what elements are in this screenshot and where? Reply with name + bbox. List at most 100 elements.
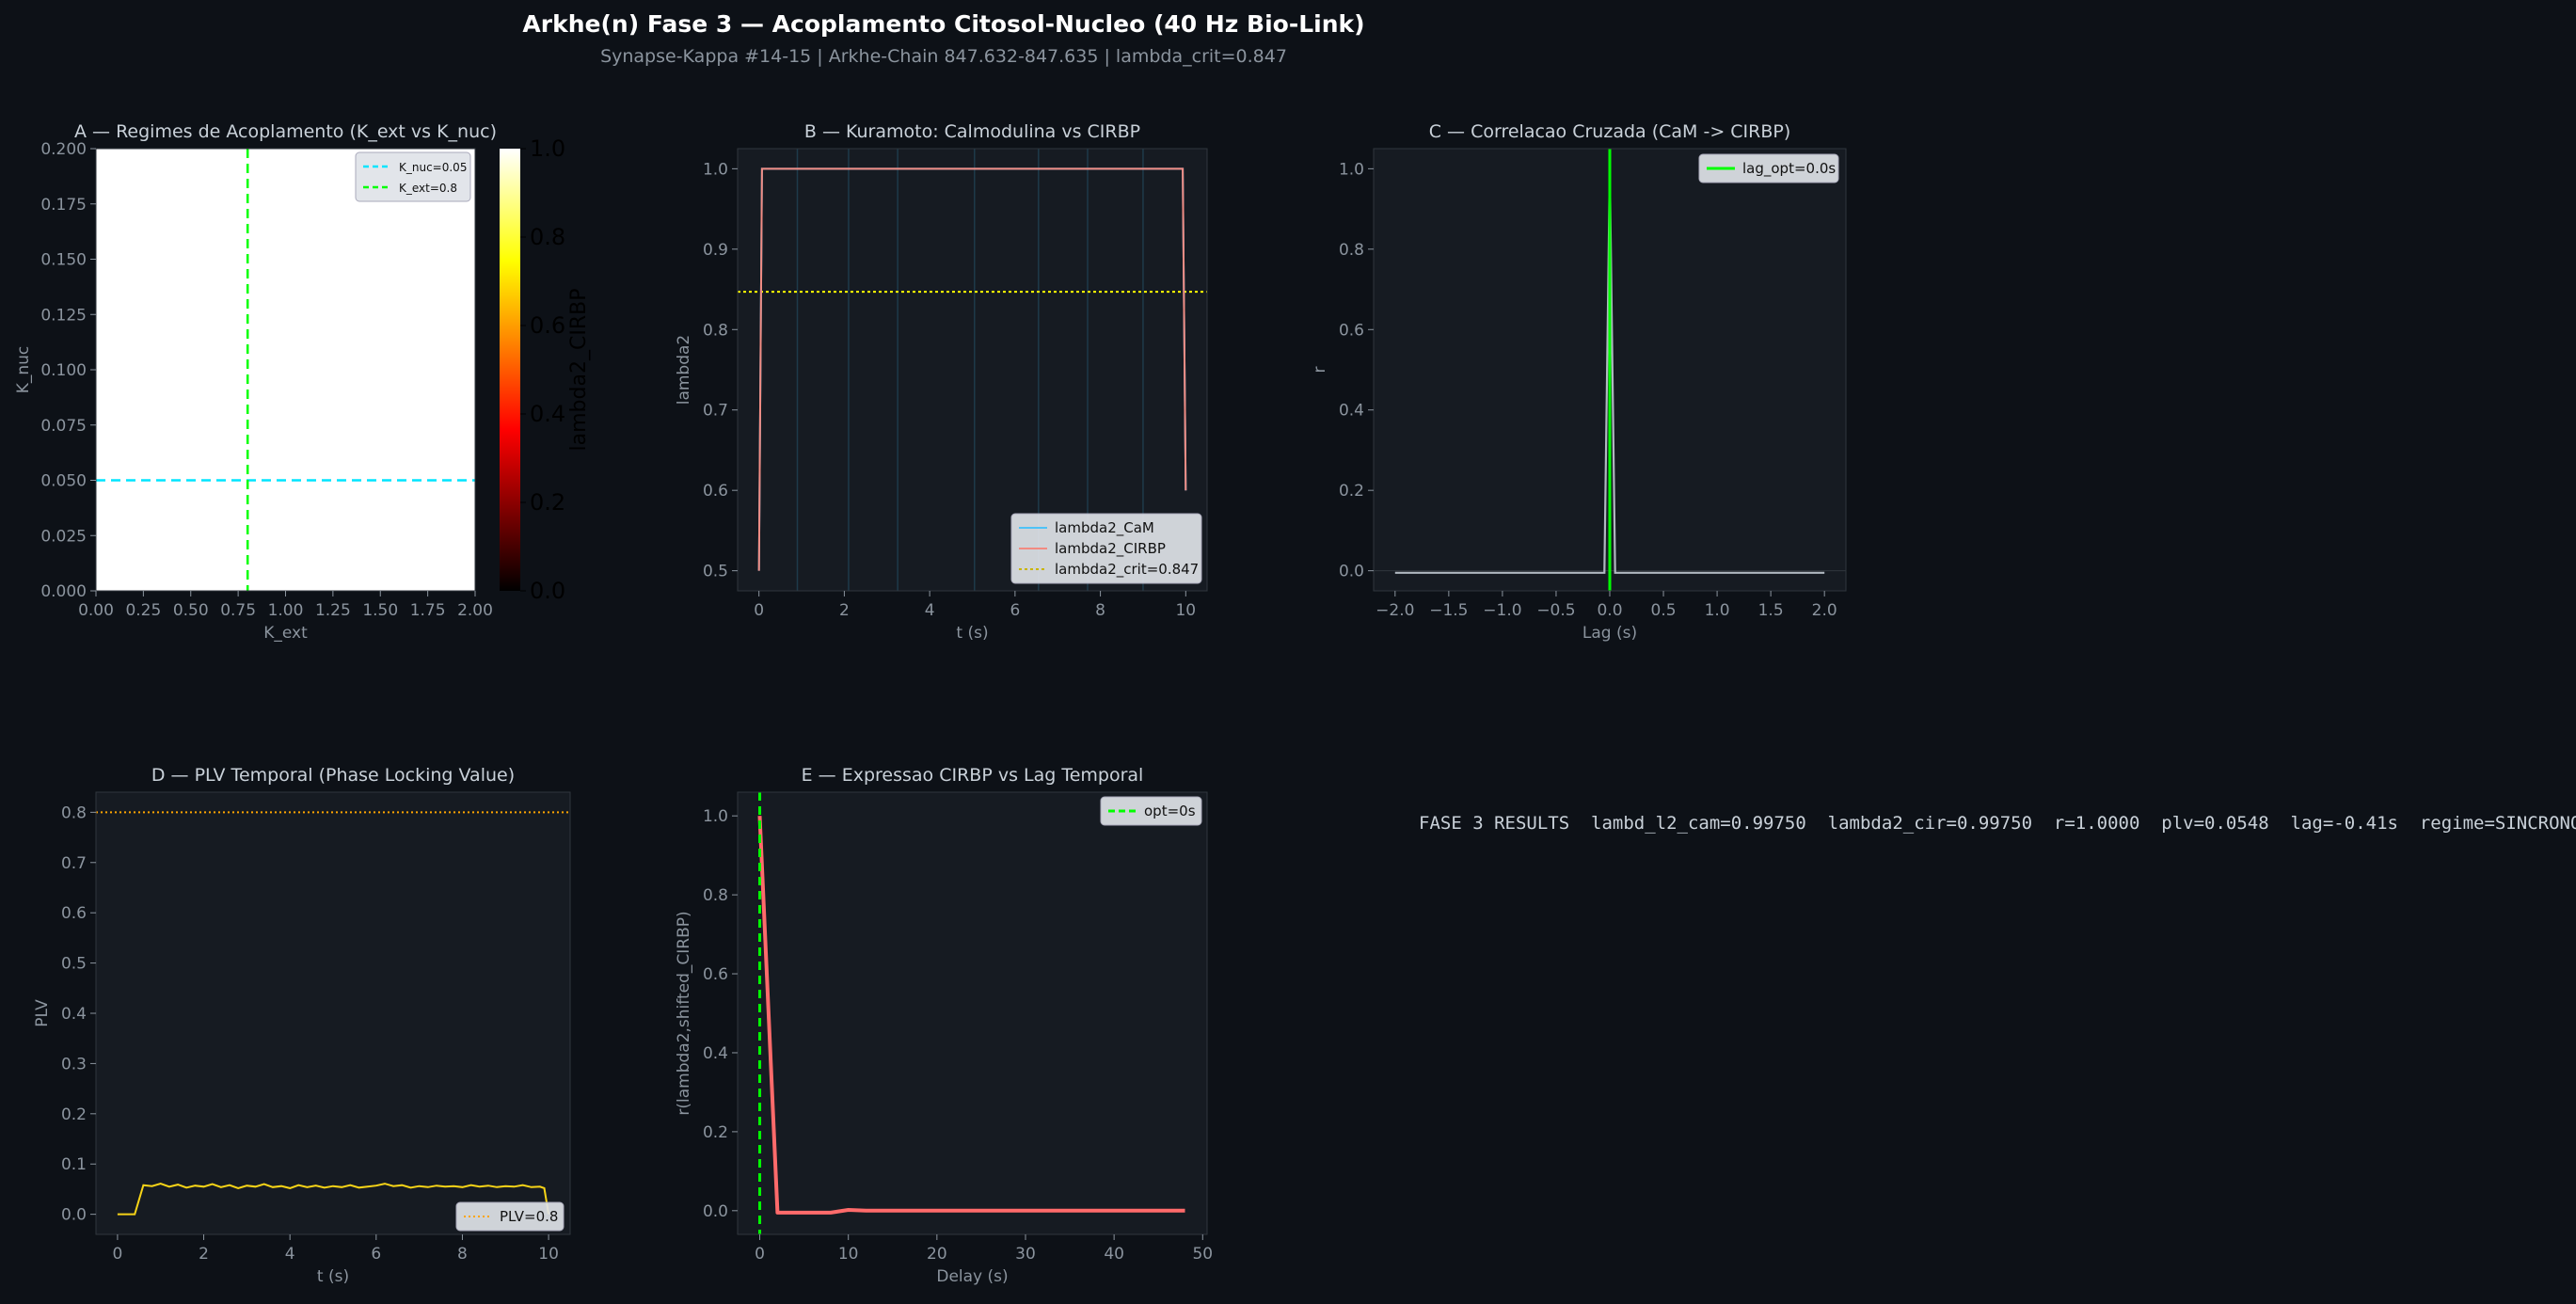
panel-title: E — Expressao CIRBP vs Lag Temporal bbox=[802, 765, 1144, 786]
x-tick-label: 2 bbox=[839, 601, 850, 620]
y-axis-label: K_nuc bbox=[14, 346, 33, 394]
x-tick-label: 0.0 bbox=[1597, 601, 1622, 620]
x-tick-label: 10 bbox=[1175, 601, 1196, 620]
x-tick-label: 0.5 bbox=[1651, 601, 1677, 620]
y-axis-label: r(lambda2,shifted_CIRBP) bbox=[675, 911, 693, 1115]
x-tick-label: 1.75 bbox=[410, 601, 446, 620]
y-tick-label: 0.000 bbox=[40, 582, 87, 601]
y-tick-label: 0.0 bbox=[1339, 563, 1364, 581]
y-axis-label: r bbox=[1311, 367, 1329, 374]
plot-area bbox=[96, 792, 570, 1234]
x-tick-label: 4 bbox=[285, 1245, 295, 1264]
x-axis-label: Delay (s) bbox=[936, 1267, 1008, 1286]
y-tick-label: 0.7 bbox=[703, 402, 728, 421]
y-tick-label: 0.6 bbox=[61, 904, 87, 923]
x-axis-label: t (s) bbox=[317, 1267, 349, 1286]
y-tick-label: 0.125 bbox=[40, 306, 87, 325]
x-tick-label: 0 bbox=[112, 1245, 122, 1264]
x-tick-label: 6 bbox=[1010, 601, 1020, 620]
y-axis-label: PLV bbox=[33, 999, 52, 1027]
y-tick-label: 0.025 bbox=[40, 527, 87, 546]
y-tick-label: 0.8 bbox=[61, 803, 87, 822]
x-tick-label: 1.00 bbox=[268, 601, 304, 620]
x-tick-label: 10 bbox=[838, 1245, 859, 1264]
x-tick-label: 8 bbox=[457, 1245, 468, 1264]
x-tick-label: 2.0 bbox=[1812, 601, 1837, 620]
y-tick-label: 0.5 bbox=[703, 563, 728, 581]
legend-box bbox=[455, 1201, 564, 1232]
y-tick-label: 0.4 bbox=[703, 1044, 728, 1063]
axes-frame bbox=[737, 148, 1208, 592]
y-tick-label: 0.4 bbox=[1339, 402, 1364, 421]
x-tick-label: 1.50 bbox=[362, 601, 398, 620]
heatmap-cells bbox=[96, 149, 475, 591]
x-tick-label: 2.00 bbox=[457, 601, 493, 620]
y-tick-label: 0.0 bbox=[61, 1206, 87, 1225]
x-tick-label: 0.00 bbox=[78, 601, 114, 620]
y-tick-label: 0.6 bbox=[703, 965, 728, 984]
x-axis-label: K_ext bbox=[263, 624, 308, 643]
x-tick-label: 6 bbox=[371, 1245, 381, 1264]
y-tick-label: 0.100 bbox=[40, 361, 87, 380]
colorbar-tick-label: 1.0 bbox=[530, 135, 565, 162]
x-tick-label: 4 bbox=[925, 601, 935, 620]
y-tick-label: 0.1 bbox=[61, 1155, 87, 1174]
x-tick-label: 1.5 bbox=[1758, 601, 1784, 620]
legend-entry: lambda2_CaM bbox=[1055, 519, 1154, 537]
y-tick-label: 1.0 bbox=[1339, 160, 1364, 179]
y-axis-label: lambda2 bbox=[675, 335, 693, 406]
legend-box bbox=[1010, 513, 1202, 584]
panel-E: E — Expressao CIRBP vs Lag Temporal 0 10 20… bbox=[675, 765, 1213, 1286]
colorbar bbox=[500, 149, 520, 591]
y-tick-label: 0.9 bbox=[703, 241, 728, 260]
colorbar-label: lambda2_CIRBP bbox=[567, 289, 591, 452]
legend-entry: lambda2_crit=0.847 bbox=[1055, 561, 1199, 579]
x-tick-label: 0 bbox=[754, 601, 764, 620]
colorbar-tick-label: 0.2 bbox=[530, 489, 565, 516]
y-tick-label: 0.2 bbox=[1339, 482, 1364, 501]
legend-entry: K_nuc=0.05 bbox=[399, 161, 467, 174]
x-tick-label: −1.0 bbox=[1483, 601, 1521, 620]
x-tick-label: 0.25 bbox=[125, 601, 161, 620]
x-tick-label: 40 bbox=[1104, 1245, 1124, 1264]
x-tick-label: 1.25 bbox=[315, 601, 351, 620]
y-tick-label: 0.075 bbox=[40, 417, 87, 436]
panel-A: A — Regimes de Acoplamento (K_ext vs K_n… bbox=[14, 121, 591, 643]
colorbar-tick-label: 0.8 bbox=[530, 224, 565, 250]
panel-title: B — Kuramoto: Calmodulina vs CIRBP bbox=[804, 121, 1140, 142]
colorbar-tick-label: 0.6 bbox=[530, 312, 565, 339]
panel-D: D — PLV Temporal (Phase Locking Value) 0 2… bbox=[33, 765, 571, 1286]
x-tick-label: 0 bbox=[755, 1245, 765, 1264]
x-tick-label: −1.5 bbox=[1429, 601, 1468, 620]
x-tick-label: 10 bbox=[538, 1245, 559, 1264]
x-tick-label: 50 bbox=[1192, 1245, 1213, 1264]
figure-subtitle: Synapse-Kappa #14-15 | Arkhe-Chain 847.6… bbox=[600, 46, 1287, 67]
legend-box bbox=[1698, 153, 1839, 183]
x-tick-label: 0.50 bbox=[173, 601, 209, 620]
y-tick-label: 0.200 bbox=[40, 140, 87, 159]
colorbar-tick-label: 0.4 bbox=[530, 401, 565, 427]
y-tick-label: 0.8 bbox=[703, 886, 728, 905]
y-tick-label: 0.0 bbox=[703, 1202, 728, 1221]
y-tick-label: 1.0 bbox=[703, 160, 728, 179]
y-tick-label: 0.4 bbox=[61, 1005, 87, 1024]
y-tick-label: 0.2 bbox=[703, 1123, 728, 1142]
panel-title: D — PLV Temporal (Phase Locking Value) bbox=[151, 765, 515, 786]
figure-title: Arkhe(n) Fase 3 — Acoplamento Citosol-Nu… bbox=[522, 10, 1364, 38]
x-tick-label: 1.0 bbox=[1705, 601, 1730, 620]
axes-frame bbox=[737, 791, 1208, 1235]
x-tick-label: 0.75 bbox=[220, 601, 256, 620]
legend-entry: PLV=0.8 bbox=[500, 1208, 558, 1225]
x-tick-label: 2 bbox=[199, 1245, 209, 1264]
legend-entry: lag_opt=0.0s bbox=[1742, 160, 1836, 178]
panel-B: B — Kuramoto: Calmodulina vs CIRBP 0 2 4 6 8 1… bbox=[675, 121, 1208, 643]
legend-entry: K_ext=0.8 bbox=[399, 182, 457, 195]
x-tick-label: −0.5 bbox=[1536, 601, 1575, 620]
y-tick-label: 1.0 bbox=[703, 807, 728, 826]
y-tick-label: 0.050 bbox=[40, 472, 87, 491]
x-tick-label: 30 bbox=[1015, 1245, 1036, 1264]
panel-title: C — Correlacao Cruzada (CaM -> CIRBP) bbox=[1429, 121, 1791, 142]
x-tick-label: −2.0 bbox=[1375, 601, 1414, 620]
x-axis-label: Lag (s) bbox=[1582, 624, 1637, 643]
